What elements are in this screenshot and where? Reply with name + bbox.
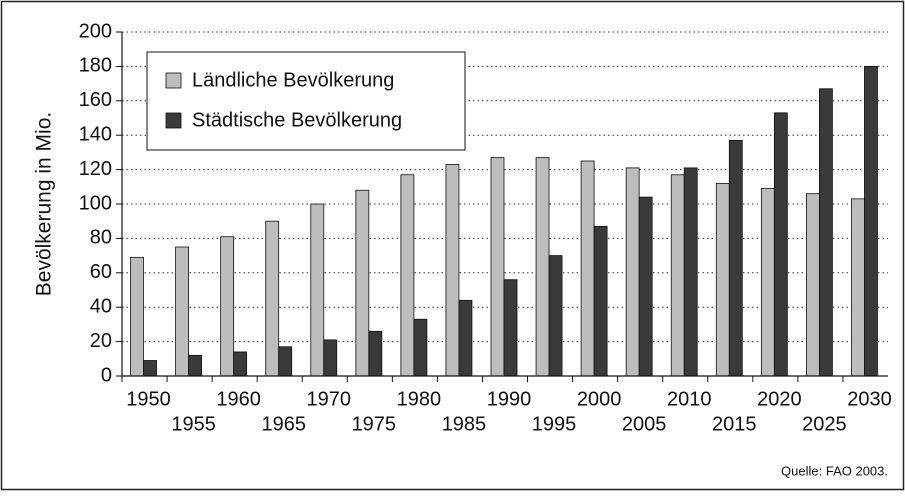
x-tick-label: 1955 (171, 413, 216, 435)
x-tick-label: 1970 (307, 388, 352, 410)
y-tick-label: 200 (79, 20, 112, 42)
bar (864, 66, 878, 377)
bar (851, 198, 865, 377)
x-tick-label: 2005 (622, 413, 667, 435)
bar (670, 174, 685, 377)
bar (458, 299, 473, 377)
bar (760, 188, 775, 377)
bar (310, 203, 325, 377)
x-tick-label: 1980 (397, 388, 442, 410)
x-tick-label: 1985 (442, 413, 487, 435)
legend-label: Städtische Bevölkerung (192, 109, 402, 131)
y-tick-label: 80 (90, 227, 112, 249)
y-tick-label: 20 (90, 330, 112, 352)
bar (715, 182, 730, 377)
bar (445, 164, 460, 377)
y-tick-label: 40 (90, 295, 112, 317)
y-tick-label: 60 (90, 261, 112, 283)
y-tick-label: 160 (79, 89, 112, 111)
bar (278, 346, 293, 377)
x-tick-label: 2010 (667, 388, 712, 410)
legend-swatch (165, 112, 182, 129)
x-tick-label: 2000 (577, 388, 622, 410)
x-tick-label: 1990 (487, 388, 532, 410)
x-tick-label: 1965 (261, 413, 306, 435)
bar (638, 196, 653, 377)
bar (819, 88, 833, 377)
bar (233, 351, 248, 377)
y-tick-label: 0 (101, 364, 112, 386)
legend-label: Ländliche Bevölkerung (192, 69, 394, 91)
y-tick-label: 100 (79, 192, 112, 214)
bar (188, 354, 202, 377)
y-tick-label: 140 (79, 123, 112, 145)
bar (728, 139, 743, 377)
bar (625, 167, 640, 377)
bar (490, 157, 505, 377)
x-tick-label: 1950 (126, 388, 171, 410)
y-tick-label: 180 (79, 55, 112, 77)
x-tick-label: 1960 (216, 388, 261, 410)
bar (548, 255, 563, 377)
bar (265, 220, 280, 377)
x-tick-label: 2015 (712, 413, 757, 435)
bar (806, 193, 820, 377)
bar (355, 189, 370, 377)
bar (130, 256, 144, 377)
bar (683, 167, 698, 377)
bar (143, 360, 157, 377)
y-axis-label: Bevölkerung in Mio. (33, 112, 56, 296)
x-tick-label: 2030 (847, 388, 892, 410)
bar (175, 246, 189, 377)
legend-swatch (165, 72, 182, 89)
bar (580, 160, 595, 377)
bar (400, 174, 415, 377)
x-tick-label: 1975 (352, 413, 397, 435)
bar (368, 330, 383, 377)
bar (593, 225, 608, 377)
legend-box (146, 51, 466, 151)
bar (220, 236, 235, 377)
y-tick-label: 120 (79, 158, 112, 180)
bar (503, 279, 518, 377)
x-tick-label: 2020 (757, 388, 802, 410)
x-tick-label: 1995 (532, 413, 577, 435)
source: Quelle: FAO 2003. (781, 463, 888, 478)
x-tick-label: 2025 (802, 413, 847, 435)
bar (413, 318, 428, 377)
bar (323, 339, 338, 377)
bar (535, 157, 550, 377)
bar (773, 112, 788, 377)
